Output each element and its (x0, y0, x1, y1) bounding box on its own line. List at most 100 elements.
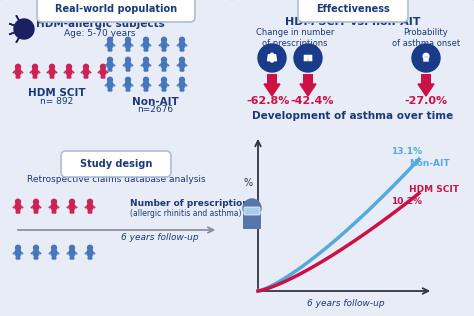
Text: 10.2%: 10.2% (391, 197, 422, 206)
Circle shape (70, 199, 74, 204)
Polygon shape (51, 251, 57, 259)
Polygon shape (87, 251, 93, 259)
Polygon shape (125, 42, 131, 51)
Polygon shape (264, 84, 280, 96)
Text: Retrospective claims database analysis: Retrospective claims database analysis (27, 175, 205, 185)
Polygon shape (69, 251, 75, 259)
Circle shape (180, 77, 184, 82)
Circle shape (180, 57, 184, 62)
Polygon shape (51, 204, 57, 213)
Polygon shape (32, 70, 38, 78)
Circle shape (88, 199, 92, 204)
Text: 6 years follow-up: 6 years follow-up (307, 299, 384, 307)
Text: HDM SCIT vs. non-AIT: HDM SCIT vs. non-AIT (285, 17, 421, 27)
FancyBboxPatch shape (308, 55, 309, 59)
Polygon shape (33, 251, 39, 259)
Circle shape (52, 245, 56, 250)
Text: -27.0%: -27.0% (404, 96, 447, 106)
FancyBboxPatch shape (230, 0, 474, 316)
FancyBboxPatch shape (61, 151, 171, 177)
FancyBboxPatch shape (298, 0, 408, 22)
Polygon shape (100, 70, 106, 78)
Circle shape (49, 64, 55, 69)
Circle shape (70, 245, 74, 250)
Text: Non-AIT: Non-AIT (132, 97, 178, 107)
Circle shape (16, 199, 20, 204)
Text: HDM SCIT: HDM SCIT (28, 88, 86, 98)
Circle shape (66, 64, 72, 69)
Circle shape (294, 44, 322, 72)
Polygon shape (15, 251, 21, 259)
Circle shape (180, 37, 184, 42)
Circle shape (16, 245, 20, 250)
Circle shape (162, 77, 166, 82)
Circle shape (271, 59, 273, 62)
FancyBboxPatch shape (37, 0, 195, 22)
Circle shape (412, 44, 440, 72)
Circle shape (270, 53, 273, 57)
Text: -62.8%: -62.8% (246, 96, 290, 106)
Circle shape (83, 64, 89, 69)
Circle shape (144, 77, 148, 82)
FancyBboxPatch shape (308, 55, 312, 61)
FancyBboxPatch shape (423, 58, 429, 62)
Polygon shape (33, 204, 39, 213)
Polygon shape (125, 82, 131, 91)
Circle shape (14, 19, 34, 39)
FancyBboxPatch shape (421, 74, 431, 84)
Polygon shape (107, 82, 113, 91)
FancyBboxPatch shape (267, 74, 277, 84)
Circle shape (88, 245, 92, 250)
Circle shape (243, 199, 261, 217)
Text: n= 892: n= 892 (40, 96, 73, 106)
Polygon shape (15, 204, 21, 213)
Text: Non-AIT: Non-AIT (409, 159, 450, 168)
Circle shape (52, 199, 56, 204)
FancyBboxPatch shape (303, 74, 313, 84)
Polygon shape (179, 82, 185, 91)
Circle shape (100, 64, 106, 69)
Polygon shape (15, 70, 21, 78)
Text: Probability
of asthma onset: Probability of asthma onset (392, 28, 460, 48)
Circle shape (108, 77, 112, 82)
Text: (allergic rhinitis and asthma): (allergic rhinitis and asthma) (130, 209, 241, 217)
Circle shape (126, 37, 130, 42)
Text: %: % (244, 178, 253, 187)
Polygon shape (87, 204, 93, 213)
Polygon shape (418, 84, 434, 96)
FancyBboxPatch shape (243, 213, 261, 229)
Polygon shape (107, 42, 113, 51)
Polygon shape (83, 70, 89, 78)
Polygon shape (300, 84, 316, 96)
FancyBboxPatch shape (0, 157, 234, 316)
Circle shape (144, 57, 148, 62)
Polygon shape (161, 42, 167, 51)
Polygon shape (143, 82, 149, 91)
Circle shape (16, 64, 20, 69)
Circle shape (108, 37, 112, 42)
Polygon shape (69, 204, 75, 213)
Polygon shape (143, 63, 149, 71)
Polygon shape (267, 55, 276, 61)
Text: -42.4%: -42.4% (290, 96, 334, 106)
Text: Change in number
of prescriptions: Change in number of prescriptions (256, 28, 334, 48)
Circle shape (34, 199, 38, 204)
FancyBboxPatch shape (0, 0, 234, 164)
Circle shape (33, 64, 37, 69)
Circle shape (423, 53, 429, 59)
Polygon shape (161, 63, 167, 71)
Circle shape (34, 245, 38, 250)
Circle shape (144, 37, 148, 42)
Text: Study design: Study design (80, 159, 152, 169)
Circle shape (258, 44, 286, 72)
Circle shape (162, 37, 166, 42)
Text: n=2676: n=2676 (137, 106, 173, 114)
Polygon shape (179, 63, 185, 71)
Polygon shape (125, 63, 131, 71)
Text: Number of prescriptions: Number of prescriptions (130, 199, 254, 209)
Polygon shape (143, 42, 149, 51)
Text: 6 years follow-up: 6 years follow-up (121, 233, 199, 241)
Circle shape (126, 77, 130, 82)
Polygon shape (66, 70, 72, 78)
Text: HDM-allergic subjects: HDM-allergic subjects (36, 19, 164, 29)
